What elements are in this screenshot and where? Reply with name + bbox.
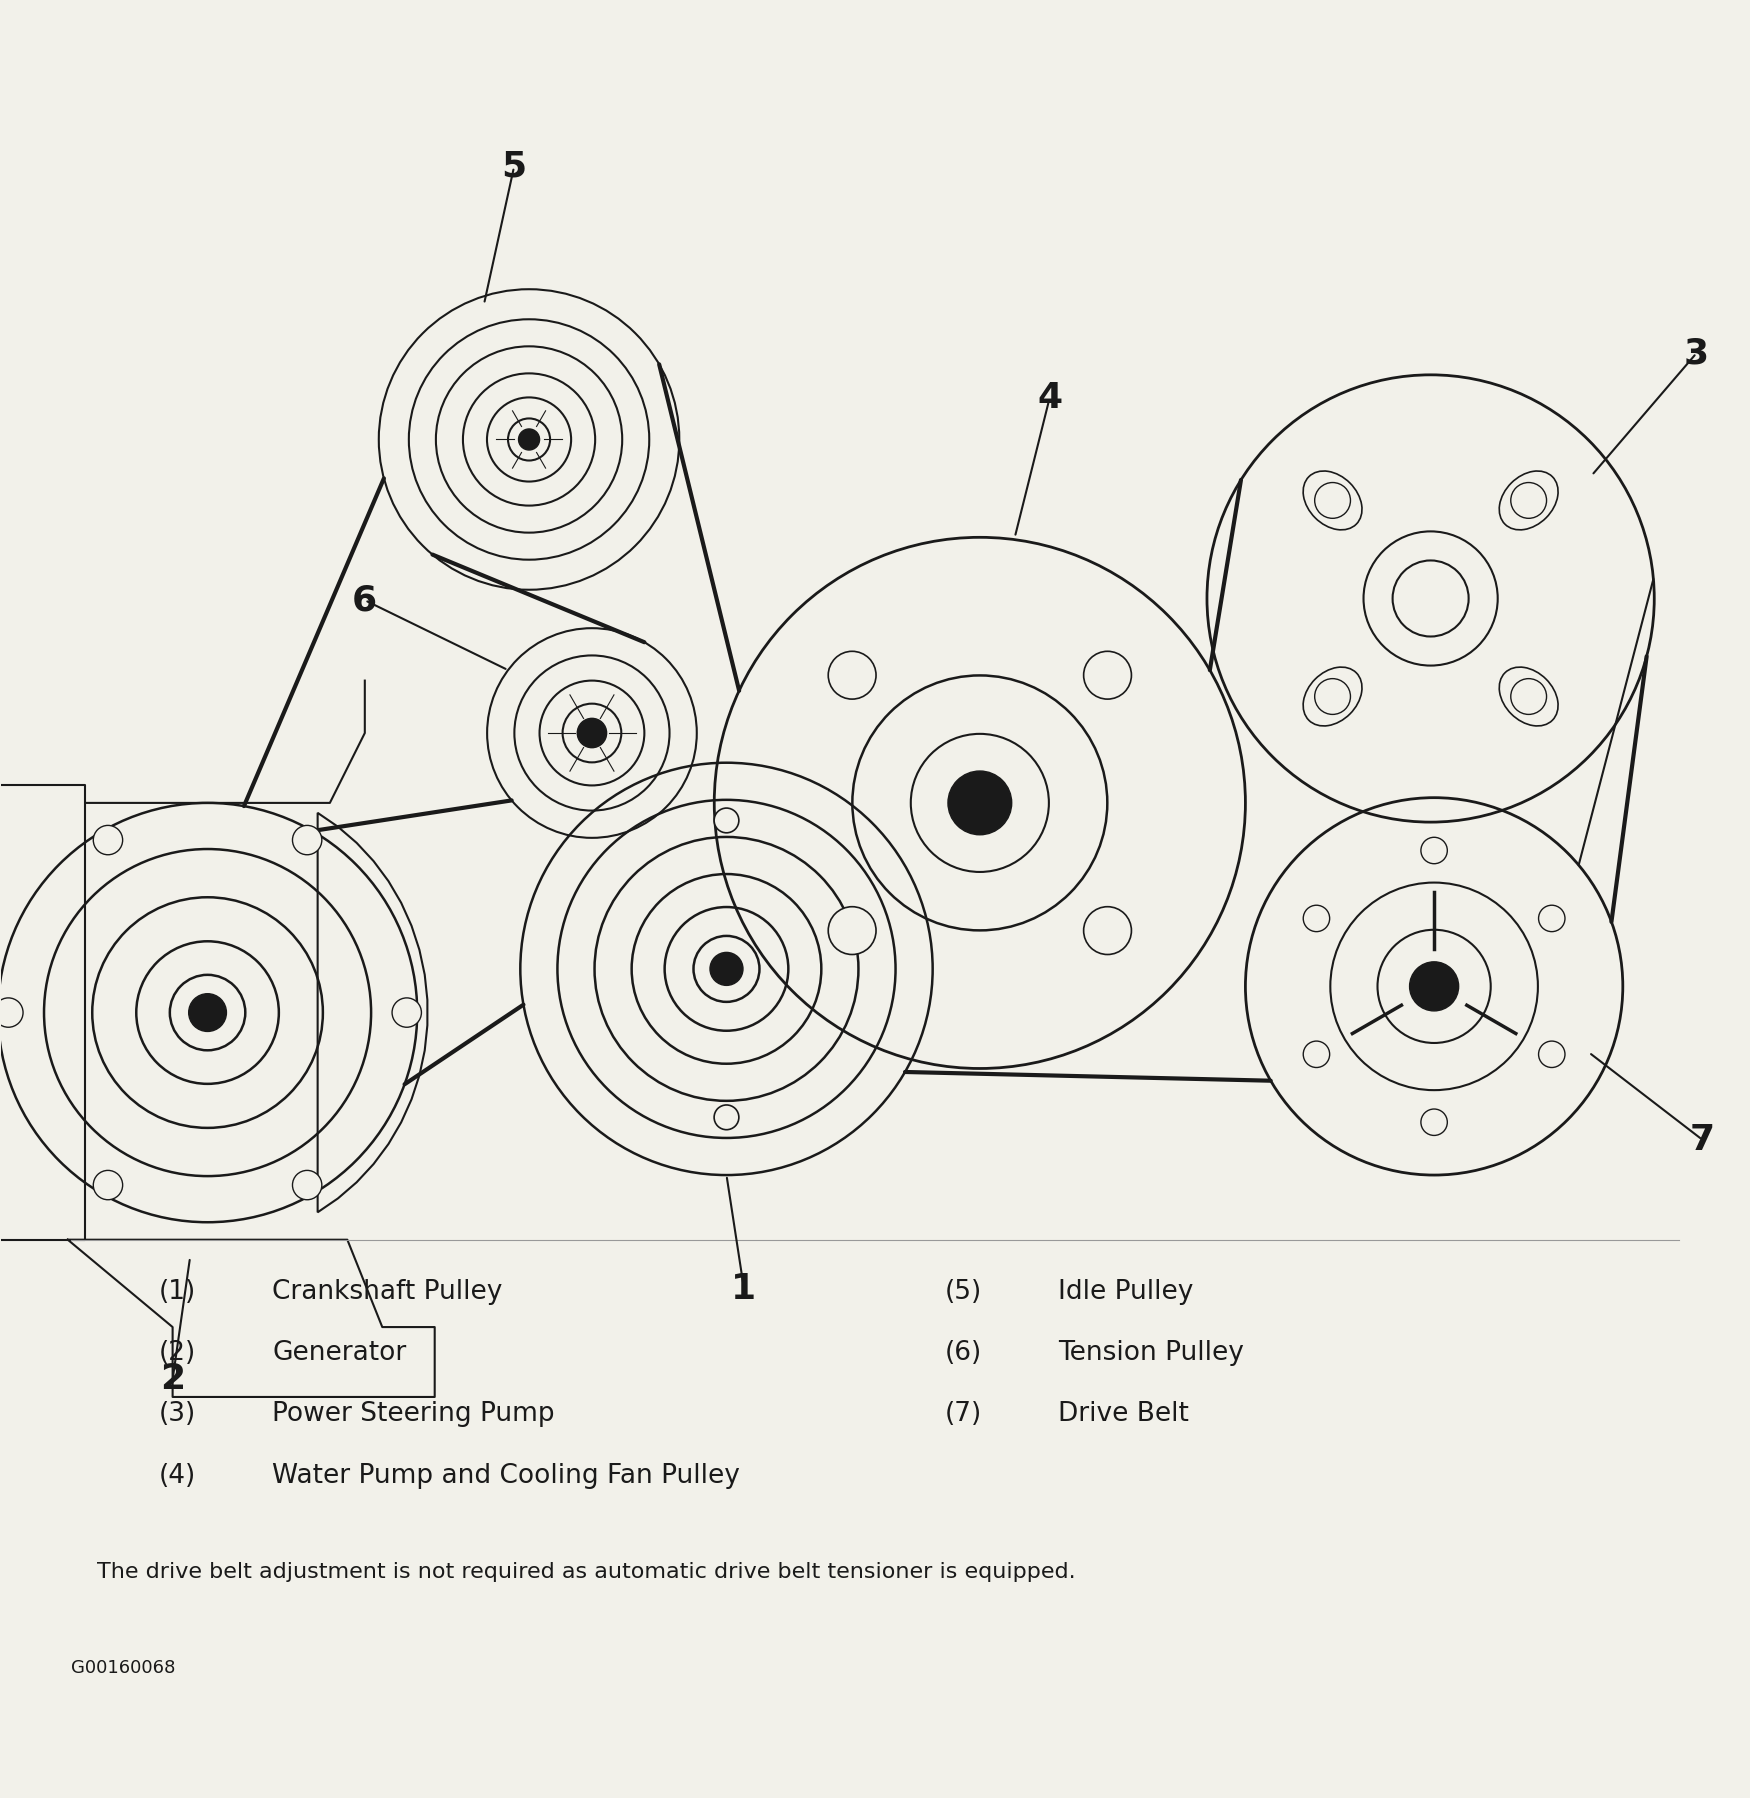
Circle shape [1421,1109,1447,1135]
Circle shape [828,651,877,699]
Circle shape [714,1106,738,1129]
Circle shape [578,719,607,748]
Text: Tension Pulley: Tension Pulley [1059,1340,1244,1366]
Text: 2: 2 [159,1363,186,1397]
Text: The drive belt adjustment is not required as automatic drive belt tensioner is e: The drive belt adjustment is not require… [98,1562,1076,1582]
Circle shape [1510,482,1547,518]
Text: (2): (2) [159,1340,196,1366]
Circle shape [1510,678,1547,714]
Circle shape [714,807,738,832]
Text: 4: 4 [1038,381,1062,415]
Text: (6): (6) [945,1340,982,1366]
Circle shape [1538,904,1564,931]
Text: (4): (4) [159,1462,196,1489]
Circle shape [93,1170,123,1199]
Circle shape [1538,1041,1564,1068]
Text: 3: 3 [1684,336,1710,370]
Text: (3): (3) [159,1401,196,1428]
Text: (5): (5) [945,1278,982,1305]
Circle shape [949,771,1012,834]
Text: 7: 7 [1690,1122,1715,1156]
Text: (1): (1) [159,1278,196,1305]
Text: 5: 5 [502,149,527,183]
Circle shape [1304,1041,1330,1068]
Circle shape [1083,906,1132,955]
Text: Idle Pulley: Idle Pulley [1059,1278,1194,1305]
Circle shape [1304,904,1330,931]
Text: Drive Belt: Drive Belt [1059,1401,1190,1428]
Circle shape [292,1170,322,1199]
Circle shape [1421,838,1447,863]
Circle shape [1409,962,1459,1010]
Text: 6: 6 [352,583,378,617]
Text: Crankshaft Pulley: Crankshaft Pulley [273,1278,502,1305]
Circle shape [1314,678,1351,714]
Circle shape [1314,482,1351,518]
Circle shape [710,953,744,985]
Circle shape [1393,561,1468,636]
Text: 1: 1 [732,1271,756,1305]
Circle shape [189,994,226,1032]
Text: Water Pump and Cooling Fan Pulley: Water Pump and Cooling Fan Pulley [273,1462,740,1489]
Circle shape [292,825,322,854]
Circle shape [0,998,23,1027]
Circle shape [828,906,877,955]
Circle shape [392,998,422,1027]
Text: Generator: Generator [273,1340,406,1366]
Circle shape [1083,651,1132,699]
Circle shape [518,430,539,450]
Text: G00160068: G00160068 [72,1660,175,1678]
Text: Power Steering Pump: Power Steering Pump [273,1401,555,1428]
Text: (7): (7) [945,1401,982,1428]
Circle shape [93,825,123,854]
